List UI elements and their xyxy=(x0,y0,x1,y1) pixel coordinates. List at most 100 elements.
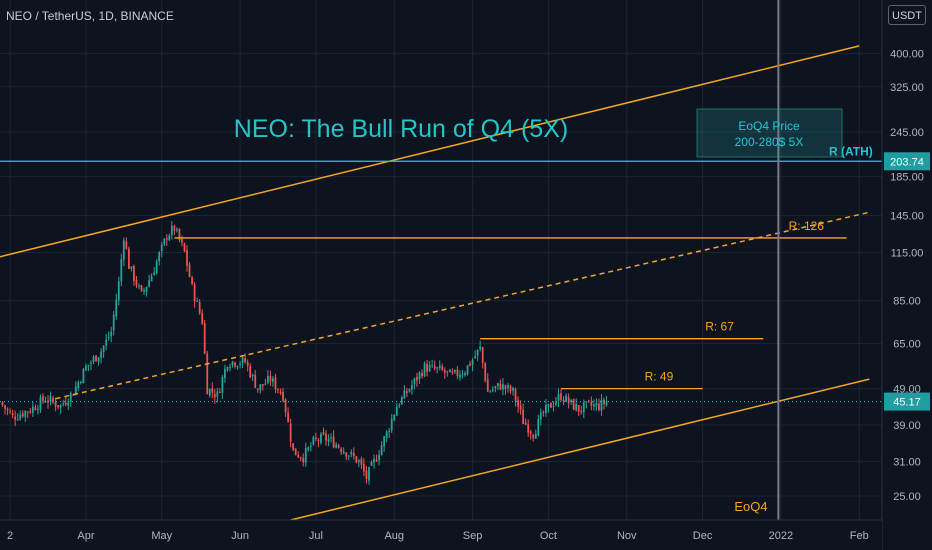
candle-body xyxy=(512,387,514,391)
candle-body xyxy=(395,406,398,416)
candle-body xyxy=(494,386,497,389)
candle-body xyxy=(198,302,201,313)
ath-label: R (ATH) xyxy=(829,144,873,158)
candle-body xyxy=(52,397,54,402)
candle-body xyxy=(244,358,247,363)
candle-body xyxy=(90,362,92,365)
candle-body xyxy=(19,414,22,419)
candle-body xyxy=(105,339,108,346)
candle-body xyxy=(532,434,535,439)
candle-body xyxy=(239,363,241,366)
candle-body xyxy=(365,470,368,480)
candle-body xyxy=(57,405,60,408)
candle-body xyxy=(246,362,249,366)
candle-body xyxy=(471,359,474,365)
y-tick-label: 245.00 xyxy=(890,127,924,139)
candle-body xyxy=(163,238,166,245)
candle-body xyxy=(385,431,388,439)
candle-body xyxy=(110,331,113,337)
candle-body xyxy=(140,285,143,291)
resistance-label: R: 49 xyxy=(645,370,674,384)
candle-body xyxy=(398,405,401,407)
candle-body xyxy=(557,394,560,401)
candle-body xyxy=(605,401,608,406)
x-tick-label: Nov xyxy=(617,530,637,542)
candle-body xyxy=(403,390,406,399)
candle-body xyxy=(297,454,300,458)
candle-body xyxy=(155,261,158,274)
candle-body xyxy=(160,244,163,252)
candle-body xyxy=(279,391,282,394)
candle-body xyxy=(173,225,176,231)
candle-body xyxy=(443,370,446,373)
candle-body xyxy=(211,388,214,393)
candle-body xyxy=(461,374,464,376)
gridlines xyxy=(0,0,882,520)
candle-body xyxy=(567,397,570,404)
candle-body xyxy=(496,383,499,387)
candle-body xyxy=(426,363,428,372)
candle-body xyxy=(4,405,6,409)
candle-body xyxy=(355,456,358,463)
candle-body xyxy=(218,392,221,394)
candle-body xyxy=(158,252,161,262)
candle-body xyxy=(469,363,471,366)
candle-body xyxy=(330,437,332,439)
chart-title: NEO: The Bull Run of Q4 (5X) xyxy=(234,115,568,143)
candle-body xyxy=(418,372,421,380)
target-box xyxy=(696,108,843,158)
candle-body xyxy=(373,458,375,463)
candle-body xyxy=(484,363,487,381)
candle-body xyxy=(176,229,178,231)
candle-body xyxy=(534,433,537,439)
candle-body xyxy=(264,383,267,385)
candle-body xyxy=(542,411,545,413)
candle-body xyxy=(168,235,171,241)
ath-price-tag xyxy=(884,152,930,171)
candle-body xyxy=(438,365,441,368)
candle-body xyxy=(416,376,418,381)
candle-body xyxy=(423,363,426,377)
candle-body xyxy=(431,364,434,366)
x-tick-label: Oct xyxy=(540,530,557,542)
candle-body xyxy=(598,403,600,410)
candle-body xyxy=(327,439,330,442)
candle-body xyxy=(582,402,585,413)
candle-body xyxy=(294,448,297,456)
candle-body xyxy=(350,451,353,455)
candle-body xyxy=(148,280,150,287)
currency-unit-button[interactable]: USDT xyxy=(888,5,926,25)
candle-body xyxy=(92,356,95,362)
candle-body xyxy=(178,228,181,240)
candle-body xyxy=(6,409,9,411)
candle-body xyxy=(368,467,370,481)
candle-body xyxy=(380,445,383,455)
candle-body xyxy=(289,423,292,442)
candle-body xyxy=(186,249,188,266)
candle-body xyxy=(302,457,305,462)
candle-body xyxy=(208,388,211,396)
candle-body xyxy=(363,463,365,472)
candle-body xyxy=(370,461,373,466)
candle-body xyxy=(441,366,444,370)
candle-body xyxy=(502,384,504,390)
candle-body xyxy=(130,266,133,269)
candle-body xyxy=(446,371,449,373)
candle-body xyxy=(479,346,482,350)
candle-body xyxy=(335,444,338,448)
candle-body xyxy=(451,371,454,373)
candle-body xyxy=(216,391,219,397)
candle-body xyxy=(120,259,123,282)
x-tick-label: Jun xyxy=(231,530,249,542)
x-tick-label: Feb xyxy=(850,530,869,542)
channel-upper-line xyxy=(0,45,860,258)
x-tick-label: Jul xyxy=(309,530,323,542)
candle-body xyxy=(575,404,578,411)
candle-body xyxy=(226,367,229,370)
candle-body xyxy=(560,393,562,400)
candle-body xyxy=(251,374,254,377)
candle-body xyxy=(234,362,236,367)
candle-body xyxy=(236,366,239,368)
